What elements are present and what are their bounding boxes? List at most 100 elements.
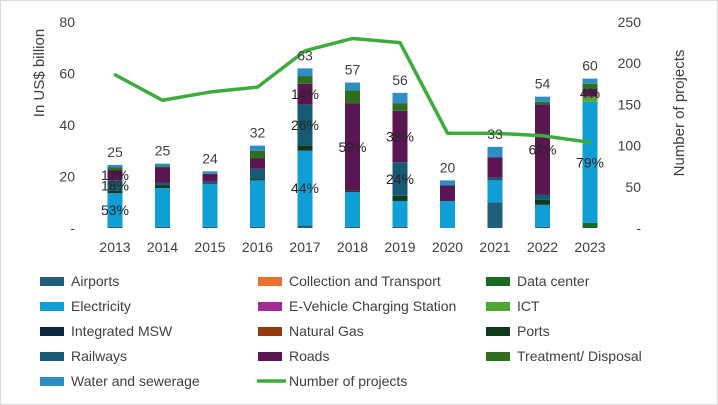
x-tick-label: 2019: [384, 239, 415, 255]
legend-swatch-roads: [258, 352, 282, 361]
total-label: 20: [440, 159, 456, 175]
bar-segment-data-center: [582, 222, 598, 228]
bar-segment-treatment-disposal: [582, 83, 598, 89]
bar-segment-roads: [392, 110, 408, 163]
percent-label: 26%: [291, 117, 319, 133]
bar-segment-electricity: [535, 204, 550, 227]
bar-segment-ports: [250, 179, 265, 181]
bar-segment-water-and-sewerage: [487, 146, 503, 158]
bar-segment-railways: [535, 194, 550, 200]
y-tick-left: 80: [59, 14, 75, 30]
total-label: 56: [392, 72, 408, 88]
legend-swatch-electricity: [40, 302, 64, 311]
y-tick-left: 20: [59, 169, 75, 185]
bar-segment-water-and-sewerage: [250, 145, 265, 151]
percent-label: 62%: [528, 141, 556, 157]
y-tick-right: 250: [618, 14, 642, 30]
bar-segment-roads: [155, 167, 170, 183]
legend-label-water-and-sewerage: Water and sewerage: [71, 373, 200, 389]
bar-segment-treatment-disposal: [250, 150, 265, 159]
legend-swatch-integrated-msw: [40, 327, 64, 336]
bar-segment-water-and-sewerage: [155, 163, 170, 167]
y-tick-right: 50: [625, 179, 641, 195]
legend-swatch-ports: [486, 327, 510, 336]
total-label: 57: [345, 62, 361, 78]
bar-segment-electricity: [345, 191, 360, 227]
legend-swatch-airports: [40, 277, 64, 286]
legend-swatch-water-and-sewerage: [40, 377, 64, 386]
percent-label: 38%: [386, 129, 414, 145]
bar-segment-treatment-disposal: [297, 76, 313, 84]
legend-label-number-of-projects: Number of projects: [289, 373, 407, 389]
legend-swatch-data-center: [486, 277, 510, 286]
legend-label-airports: Airports: [71, 273, 119, 289]
bar-segment-treatment-disposal: [535, 101, 550, 105]
line-point: [588, 140, 592, 144]
y-tick-right: 100: [618, 138, 642, 154]
bar-segment-electricity: [392, 200, 408, 227]
total-label: 33: [487, 126, 503, 142]
percent-label: 14%: [291, 86, 319, 102]
legend-label-railways: Railways: [71, 348, 127, 364]
bar-segment-roads: [535, 104, 550, 195]
legend-label-e-vehicle-charging-station: E-Vehicle Charging Station: [289, 298, 456, 314]
bar-segment-roads: [250, 158, 265, 169]
x-tick-label: 2020: [432, 239, 463, 255]
bar-segment-ports: [535, 199, 550, 205]
bar-segment-electricity: [250, 180, 265, 227]
legend-label-data-center: Data center: [517, 273, 590, 289]
bar-segment-railways: [250, 168, 265, 180]
bar-segment-railways: [392, 162, 408, 196]
bar-segment-roads: [202, 173, 218, 182]
bar-segment-roads: [487, 157, 503, 178]
line-point: [303, 49, 307, 53]
line-point: [541, 134, 544, 138]
y-tick-left: 60: [59, 66, 75, 82]
x-tick-label: 2017: [289, 239, 320, 255]
line-point: [161, 98, 164, 102]
percent-label: 53%: [101, 202, 129, 218]
bar-segment-roads: [345, 103, 360, 191]
y-tick-right: -: [636, 220, 641, 236]
bar-segment-treatment-disposal: [392, 103, 408, 111]
bar-segment-water-and-sewerage: [440, 180, 455, 186]
line-point: [208, 90, 212, 94]
line-point: [351, 36, 354, 40]
line-point: [256, 85, 259, 89]
bar-segment-electricity: [297, 150, 313, 226]
legend-label-roads: Roads: [289, 348, 329, 364]
legend-swatch-e-vehicle-charging-station: [258, 302, 282, 311]
y-axis-title-right: Number of projects: [671, 50, 688, 177]
bar-segment-ports: [297, 145, 313, 151]
bar-segment-airports: [250, 226, 265, 228]
bar-segment-railways: [155, 182, 170, 186]
percent-label: 18%: [101, 178, 129, 194]
total-label: 54: [535, 76, 551, 92]
bar-segment-water-and-sewerage: [392, 92, 408, 104]
total-label: 32: [250, 125, 266, 141]
legend-label-ports: Ports: [517, 323, 550, 339]
percent-label: 17%: [101, 167, 129, 183]
bar-segment-water-and-sewerage: [107, 164, 123, 168]
percent-label: 44%: [291, 180, 319, 196]
total-label: 60: [582, 58, 598, 74]
bar-segment-electricity: [202, 184, 218, 227]
bar-segment-railways: [202, 181, 218, 185]
x-tick-label: 2016: [242, 239, 273, 255]
bar-segment-airports: [297, 225, 313, 228]
bar-segment-roads: [440, 185, 455, 201]
y-tick-right: 150: [618, 96, 642, 112]
legend-swatch-treatment-disposal: [486, 352, 510, 361]
bar-segment-treatment-disposal: [107, 167, 123, 171]
bar-segment-electricity: [487, 180, 503, 203]
bar-segment-water-and-sewerage: [202, 171, 218, 174]
line-point: [493, 131, 497, 135]
percent-label: 79%: [576, 154, 604, 170]
x-tick-label: 2023: [574, 239, 605, 255]
y-tick-left: -: [70, 220, 75, 236]
bar-segment-ict: [582, 96, 598, 102]
bar-segment-ports: [392, 195, 408, 201]
percent-label: 24%: [386, 171, 414, 187]
percent-label: 4%: [580, 85, 600, 101]
